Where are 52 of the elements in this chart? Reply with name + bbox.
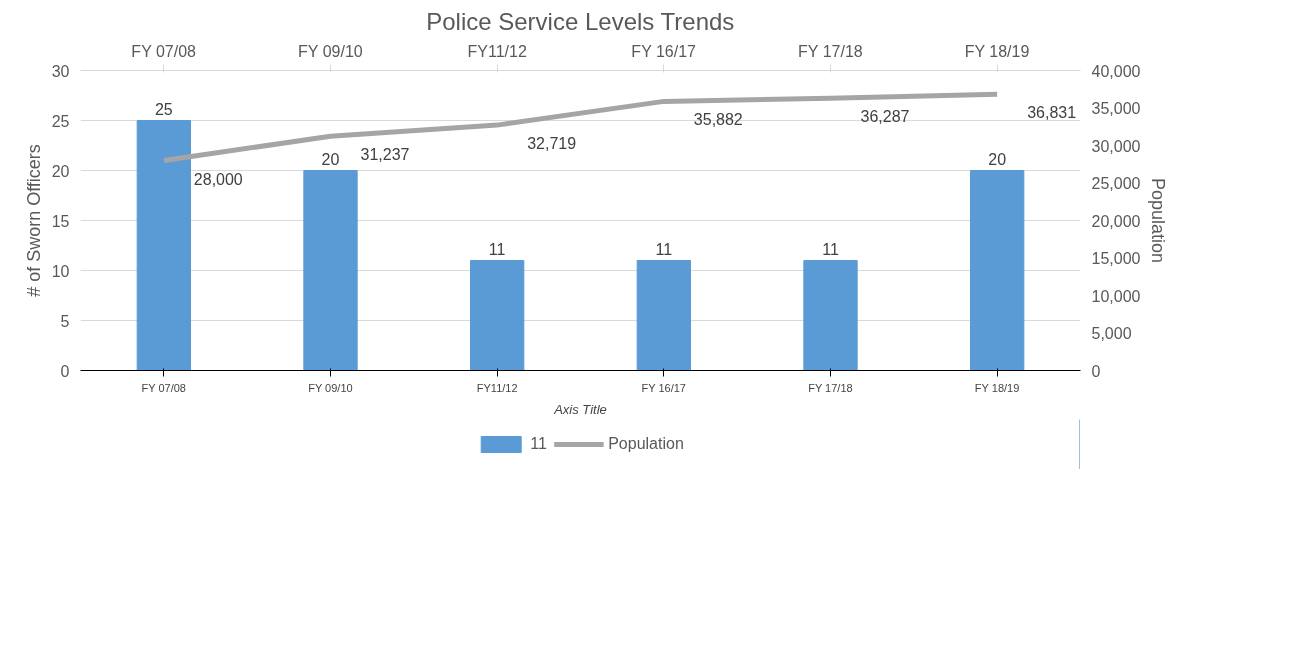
y-tick-label: 20	[51, 162, 70, 180]
data-label: 36,831	[1027, 104, 1077, 122]
category-label: FY 09/10	[308, 381, 353, 394]
data-label: 20	[988, 150, 1007, 168]
category-label: FY 07/08	[141, 381, 186, 394]
bar	[803, 260, 858, 371]
x-tick-label: FY11/12	[467, 42, 527, 60]
x-tick-label: FY 17/18	[798, 42, 863, 60]
y2-tick-label: 20,000	[1091, 212, 1141, 230]
y-tick-label: 10	[51, 262, 70, 280]
x-tick-label: FY 09/10	[298, 42, 363, 60]
y-tick-label: 5	[60, 312, 70, 330]
bar	[303, 170, 358, 371]
data-label: 28,000	[193, 170, 243, 188]
y-tick-label: 0	[60, 362, 70, 380]
category-label: FY11/12	[476, 381, 518, 394]
y2-tick-label: 5,000	[1091, 325, 1132, 342]
y2-tick-label: 10,000	[1091, 287, 1141, 305]
bar	[136, 120, 191, 371]
bar	[970, 170, 1025, 371]
category-label: FY 17/18	[808, 381, 853, 394]
y2-tick-label: 35,000	[1091, 100, 1141, 117]
y2-tick-label: 15,000	[1091, 250, 1141, 267]
x-tick-label: FY 07/08	[131, 42, 197, 60]
y2-axis-title: Population	[1148, 177, 1169, 264]
y-tick-label: 15	[51, 212, 70, 230]
chart-title: Police Service Levels Trends	[426, 7, 735, 35]
y2-tick-label: 30,000	[1091, 137, 1141, 155]
legend-label: 11	[530, 435, 548, 453]
data-label: 20	[321, 150, 340, 168]
y-axis-title: # of Sworn Officers	[23, 144, 44, 297]
category-label: FY 18/19	[974, 381, 1020, 394]
bar	[636, 260, 691, 371]
data-label: 36,287	[860, 108, 910, 126]
y2-tick-label: 0	[1091, 362, 1101, 380]
data-label: 11	[488, 240, 506, 258]
legend-label: Population	[608, 435, 684, 453]
y2-tick-label: 40,000	[1091, 62, 1141, 80]
y-tick-label: 30	[51, 62, 70, 80]
data-label: 31,237	[360, 146, 410, 164]
y2-tick-label: 25,000	[1091, 175, 1141, 192]
y-tick-label: 25	[51, 112, 70, 130]
data-label: 35,882	[693, 111, 743, 129]
category-label: FY 16/17	[641, 381, 686, 394]
x-tick-label: FY 16/17	[631, 42, 697, 60]
bar	[470, 260, 525, 371]
data-label: 11	[822, 240, 839, 258]
x-axis-title: Axis Title	[553, 401, 607, 417]
x-tick-label: FY 18/19	[964, 42, 1030, 60]
data-label: 25	[154, 100, 173, 118]
data-label: 11	[655, 240, 673, 258]
data-label: 32,719	[527, 135, 577, 153]
